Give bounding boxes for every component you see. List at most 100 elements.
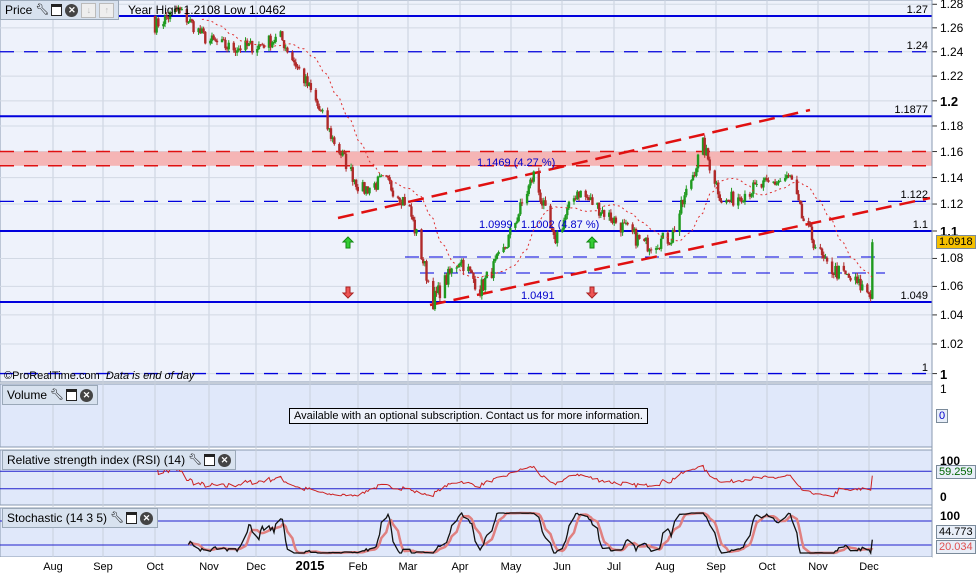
x-tick-label: May [500, 561, 522, 573]
candle-body [795, 179, 799, 195]
candle-body [432, 280, 435, 310]
candle-body [354, 179, 358, 187]
level-label: 1.122 [900, 189, 928, 202]
candle-body [274, 36, 277, 43]
x-tick-label: Nov [199, 561, 219, 573]
candle-body [256, 49, 259, 53]
candle-body [631, 224, 634, 233]
wrench-icon[interactable]: 🔧︎ [35, 3, 50, 16]
candle-body [716, 182, 720, 195]
candle-body [678, 213, 681, 232]
candle-body [591, 197, 594, 205]
y-tick-label: 1.24 [940, 44, 964, 59]
candle-body [373, 183, 376, 188]
y-tick-label: 1.26 [940, 20, 964, 35]
window-icon[interactable] [51, 4, 63, 16]
candle-body [762, 180, 765, 188]
candle-body [752, 182, 755, 194]
candle-body [177, 7, 180, 11]
candle-body [262, 45, 266, 48]
close-icon[interactable]: ✕ [65, 3, 79, 17]
candle-body [743, 193, 747, 202]
x-tick-label: Nov [808, 561, 828, 573]
volume-panel-header: Volume 🔧︎ ✕ [2, 385, 99, 405]
candle-body [222, 39, 225, 41]
window-icon[interactable] [66, 389, 78, 401]
close-icon[interactable]: ✕ [140, 511, 154, 525]
candle-body [668, 243, 671, 245]
candle-body [574, 198, 577, 200]
candle-body [671, 229, 675, 243]
candle-body [552, 230, 556, 236]
candle-body [257, 44, 261, 50]
candle-body [869, 294, 872, 299]
candle-body [341, 152, 344, 156]
wrench-icon[interactable]: 🔧︎ [110, 511, 125, 524]
candle-body [738, 197, 742, 199]
x-tick-label: Sep [706, 561, 726, 573]
candle-body [286, 47, 289, 53]
candle-body [613, 217, 616, 224]
candle-body [329, 128, 333, 139]
candle-body [343, 152, 346, 155]
candle-body [554, 235, 557, 244]
volume-axis-max: 1 [940, 382, 947, 396]
stoch-k-line [187, 511, 873, 556]
candle-body [611, 220, 614, 224]
candle-body [720, 200, 723, 203]
candle-body [619, 222, 623, 233]
candle-body [450, 268, 453, 274]
candle-body [696, 154, 700, 169]
candle-body [495, 254, 499, 259]
candle-body [737, 197, 740, 206]
y-tick-label: 1.28 [940, 0, 964, 12]
candle-body [820, 248, 824, 255]
y-tick-label: 1.16 [940, 144, 964, 159]
trend-channel-line [429, 196, 931, 307]
sell-arrow-icon [585, 286, 599, 299]
close-icon[interactable]: ✕ [80, 388, 94, 402]
candle-body [187, 22, 190, 24]
move-up-icon: ↑ [99, 2, 115, 18]
candle-body [529, 179, 532, 186]
candle-body [267, 35, 271, 48]
candle-body [624, 222, 628, 224]
candle-body [388, 177, 391, 182]
candle-body [539, 192, 542, 202]
annotation-high: 1.1469 (4.27 %) [477, 157, 556, 169]
candle-body [482, 279, 485, 291]
candle-body [777, 181, 780, 184]
candle-body [269, 35, 272, 48]
candle-body [537, 171, 541, 193]
candle-body [338, 144, 341, 154]
candle-body [403, 197, 406, 205]
wrench-icon[interactable]: 🔧︎ [188, 453, 203, 466]
level-label: 1 [921, 361, 928, 374]
candle-body [638, 234, 641, 239]
watermark-text: ©ProRealTime.com [4, 370, 100, 382]
candle-body [728, 200, 732, 202]
candle-body [497, 252, 500, 255]
candle-body [718, 194, 722, 201]
level-label: 1.1877 [894, 104, 928, 117]
candle-body [307, 83, 311, 86]
candle-body [448, 268, 452, 274]
candle-body [532, 171, 535, 182]
candle-body [505, 246, 509, 249]
candle-body [807, 221, 810, 224]
window-icon[interactable] [204, 454, 216, 466]
close-icon[interactable]: ✕ [218, 453, 232, 467]
x-tick-label: Jul [606, 561, 622, 573]
window-icon[interactable] [126, 512, 138, 524]
candle-body [760, 183, 763, 188]
candle-body [423, 261, 427, 264]
candle-body [200, 28, 204, 34]
candle-body [802, 218, 805, 222]
candle-body [445, 275, 448, 285]
wrench-icon[interactable]: 🔧︎ [50, 388, 64, 401]
candle-body [438, 285, 442, 299]
candle-body [349, 167, 353, 170]
candle-body [398, 197, 401, 203]
level-label: 1.1 [912, 219, 928, 231]
